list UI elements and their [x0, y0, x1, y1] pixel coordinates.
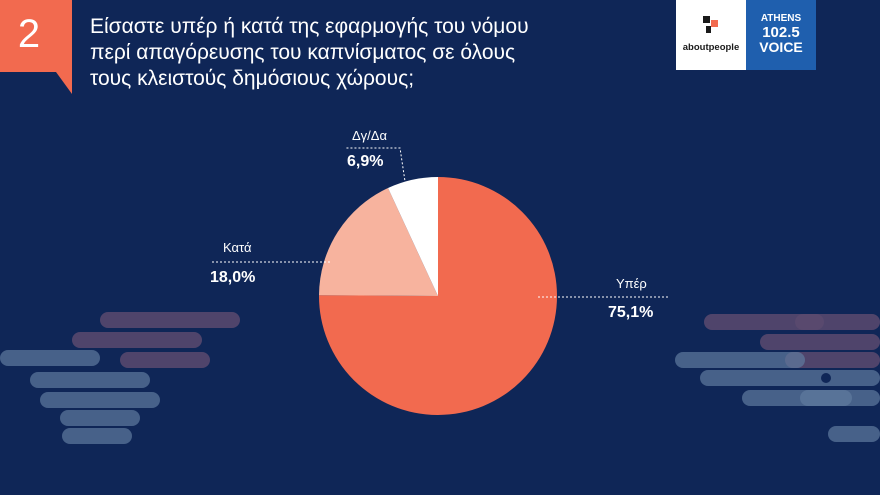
decor-stripe — [828, 426, 880, 442]
decor-stripe — [30, 372, 150, 388]
decor-stripe — [704, 314, 824, 330]
slide-number-badge: 2 — [0, 0, 72, 72]
aboutpeople-mark-icon — [703, 16, 718, 33]
slice-label-for: Υπέρ — [616, 276, 647, 291]
athens-voice-logo: ATHENS 102.5 VOICE — [746, 0, 816, 70]
slice-value-for: 75,1% — [608, 304, 654, 321]
leader-line-dontknow — [346, 147, 407, 189]
decor-stripe — [120, 352, 210, 368]
slice-against — [319, 188, 438, 296]
slice-value-dontknow: 6,9% — [347, 153, 384, 170]
slice-for — [318, 177, 557, 415]
decor-stripe — [700, 370, 880, 386]
aboutpeople-logo: aboutpeople — [676, 0, 746, 70]
decor-stripe — [0, 350, 100, 366]
badge-fold — [56, 72, 72, 94]
question-title: Είσαστε υπέρ ή κατά της εφαρμογής του νό… — [90, 15, 529, 90]
athens-voice-line-2: 102.5 — [762, 24, 800, 41]
decor-stripe — [62, 428, 132, 444]
slice-value-against: 18,0% — [210, 269, 256, 286]
slide-number: 2 — [17, 12, 41, 56]
decor-stripe — [800, 390, 880, 406]
decor-stripe — [760, 334, 880, 350]
decor-stripe — [785, 352, 880, 368]
slice-label-against: Κατά — [223, 240, 252, 255]
decor-stripe — [40, 392, 160, 408]
slice-label-dontknow: Δγ/Δα — [352, 128, 387, 143]
slice-dontknow — [388, 177, 438, 296]
aboutpeople-logo-text: aboutpeople — [682, 42, 740, 53]
decor-dot — [821, 373, 831, 383]
decor-stripe — [72, 332, 202, 348]
decor-stripe — [795, 314, 880, 330]
athens-voice-line-3: VOICE — [759, 39, 803, 55]
athens-voice-line-1: ATHENS — [760, 13, 802, 24]
decor-stripe — [60, 410, 140, 426]
decor-stripe — [100, 312, 240, 328]
decor-stripe — [675, 352, 805, 368]
